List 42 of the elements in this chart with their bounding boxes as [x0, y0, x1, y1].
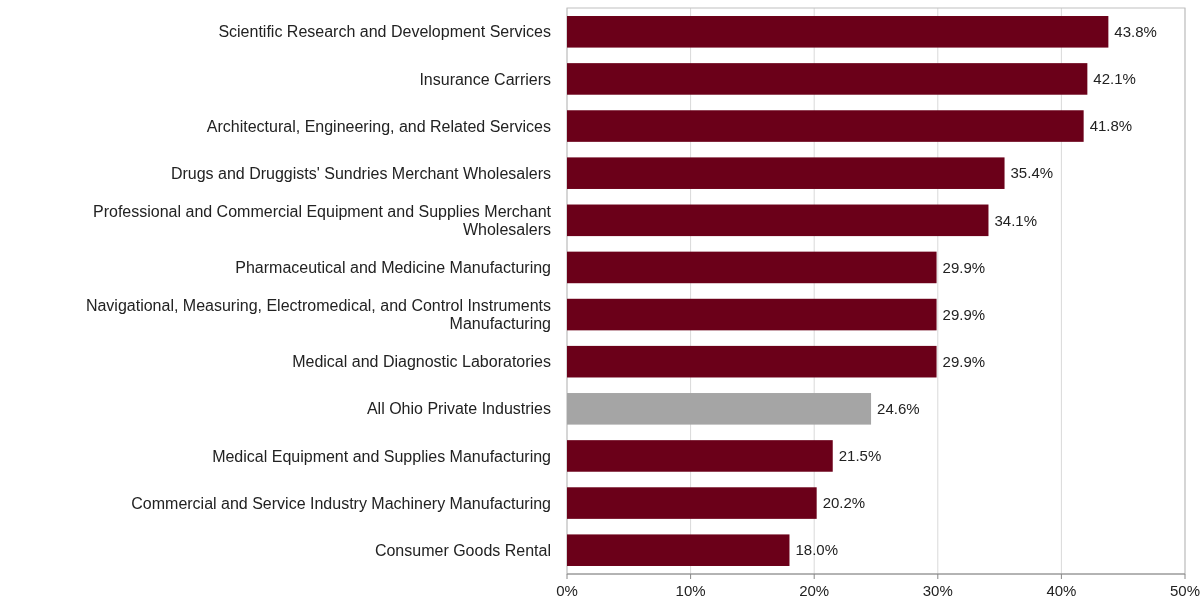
y-tick-label: Pharmaceutical and Medicine Manufacturing: [235, 259, 551, 277]
x-tick-label: 30%: [922, 582, 953, 599]
bar: [567, 110, 1084, 142]
data-label: 42.1%: [1093, 70, 1136, 88]
y-tick-label: Consumer Goods Rental: [374, 541, 551, 559]
y-tick-label: Navigational, Measuring, Electromedical, and Control Instruments Manufacturing: [85, 297, 551, 333]
bar: [567, 298, 937, 331]
data-label: 29.9%: [942, 352, 986, 370]
x-tick-label: 20%: [799, 582, 830, 599]
bar: [567, 251, 937, 284]
x-tick-label: 10%: [675, 582, 706, 599]
y-tick-label: Commercial and Service Industry Machinery Manufacturing: [131, 494, 551, 512]
y-tick-label: All Ohio Private Industries: [366, 400, 551, 418]
data-label: 20.2%: [822, 494, 866, 512]
data-label: 41.8%: [1089, 117, 1133, 135]
data-label: 18.0%: [795, 541, 839, 559]
y-tick-label: Scientific Research and Development Services: [218, 23, 551, 41]
y-tick-label: Medical and Diagnostic Laboratories: [292, 353, 551, 371]
y-tick-label: Drugs and Druggists' Sundries Merchant Wholesalers: [170, 164, 551, 182]
data-label: 21.5%: [838, 447, 882, 465]
y-tick-label: Medical Equipment and Supplies Manufacturing: [212, 447, 551, 465]
bar: [567, 440, 833, 472]
data-label: 24.6%: [877, 400, 920, 418]
bar: [567, 534, 790, 566]
x-tick-label: 0%: [556, 582, 578, 599]
y-tick-label: Professional and Commercial Equipment and Supplies Merchant Wholesalers: [92, 202, 552, 238]
y-tick-label: Architectural, Engineering, and Related Services: [206, 117, 551, 135]
bar: [567, 345, 937, 378]
bar: [567, 393, 872, 425]
data-label: 29.9%: [942, 305, 986, 323]
bar: [567, 204, 989, 237]
data-label: 29.9%: [942, 258, 986, 276]
data-label: 43.8%: [1114, 23, 1157, 41]
data-label: 35.4%: [1010, 164, 1054, 182]
bar: [567, 63, 1088, 95]
bar: [567, 487, 817, 519]
x-tick-label: 40%: [1046, 582, 1077, 599]
data-label: 34.1%: [994, 211, 1038, 229]
y-tick-label: Insurance Carriers: [419, 70, 551, 88]
bar: [567, 16, 1109, 48]
bar: [567, 157, 1005, 189]
x-tick-label: 50%: [1169, 582, 1201, 599]
